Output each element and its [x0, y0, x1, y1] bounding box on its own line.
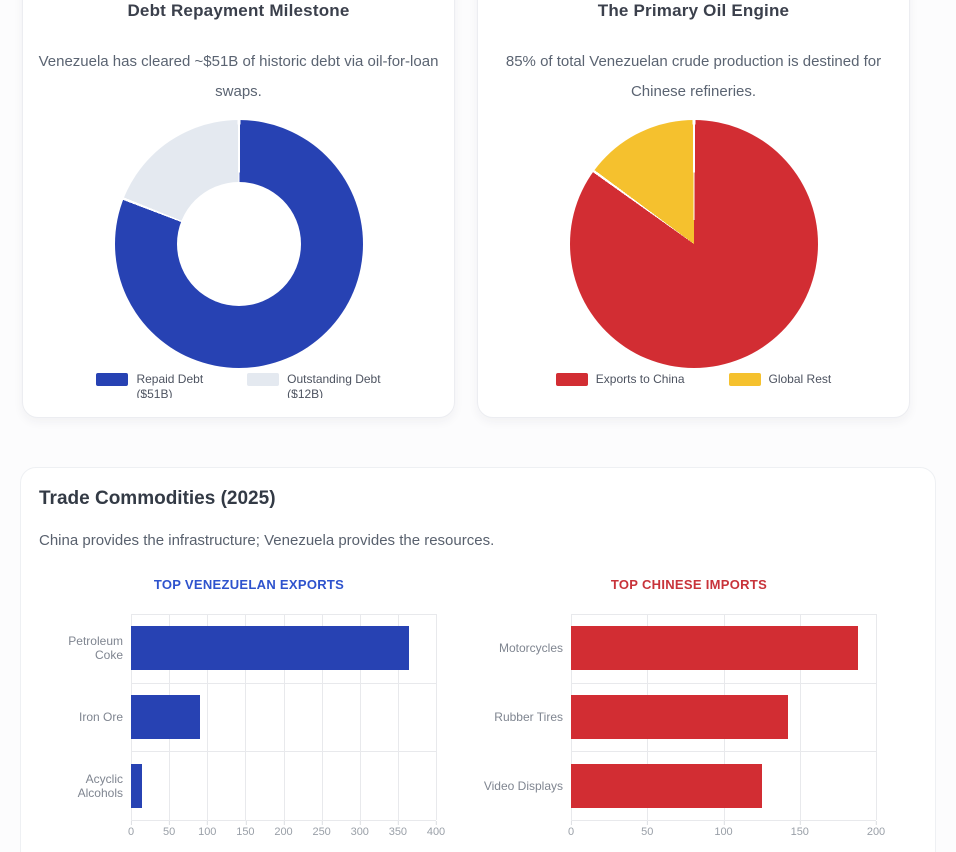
x-tick-label: 200 [866, 821, 886, 838]
gridline-vertical [283, 614, 285, 820]
gridline-vertical [359, 614, 361, 820]
card-subtitle: Venezuela has cleared ~$51B of historic … [38, 53, 439, 100]
venezuelan-exports-heading: TOP VENEZUELAN EXPORTS [153, 577, 345, 592]
bar-category-label: Rubber Tires [494, 710, 563, 724]
legend-label: Exports to China [595, 372, 685, 386]
gridline-horizontal [131, 751, 436, 753]
gridline-horizontal [571, 682, 876, 684]
legend-swatch [247, 373, 280, 386]
debt-donut-chart[interactable] [114, 120, 363, 368]
charts-row: TOP VENEZUELAN EXPORTS Petroleum Coke Iro… [39, 577, 935, 838]
gridline-vertical [207, 614, 209, 820]
legend-label: Outstanding Debt ($12B) [287, 372, 381, 398]
x-tick-label: 0 [567, 821, 575, 838]
bar-rubber-tires[interactable] [571, 695, 788, 739]
bar-x-axis-ticks: 0 50 100 150 200 250 300 350 400 [127, 820, 445, 838]
bar-acyclic-alcohols[interactable] [131, 763, 143, 808]
trade-commodities-card: Trade Commodities (2025) China provides … [20, 467, 936, 852]
section-subtitle: China provides the infrastructure; Venez… [39, 532, 495, 549]
gridline-horizontal [131, 682, 436, 684]
x-tick-label: 150 [236, 821, 255, 838]
gridline-horizontal [131, 614, 436, 615]
bar-petroleum-coke[interactable] [131, 626, 410, 671]
bar-plot-area[interactable] [571, 614, 877, 821]
bar-category-label: Video Displays [483, 778, 563, 793]
legend-swatch [555, 373, 588, 386]
bar-category-labels: Petroleum Coke Iron Ore Acyclic Alcohols [39, 614, 123, 820]
x-tick-label: 100 [714, 821, 733, 838]
chinese-imports-chart[interactable]: Motorcycles Rubber Tires Video Displays 0 50… [479, 614, 899, 838]
bar-x-axis-ticks: 0 50 100 150 200 [567, 820, 885, 838]
legend-item-global-rest[interactable]: Global Rest [728, 372, 832, 398]
bar-iron-ore[interactable] [131, 695, 200, 739]
card-title: Debt Repayment Milestone [127, 1, 350, 20]
x-tick-label: 50 [163, 821, 176, 838]
x-tick-label: 250 [312, 821, 331, 838]
oil-engine-card: The Primary Oil Engine 85% of total Vene… [477, 0, 910, 418]
gridline-horizontal [571, 820, 876, 821]
legend-swatch [728, 373, 761, 386]
legend-label: Global Rest [768, 372, 832, 386]
donut-hole [176, 182, 301, 306]
chinese-imports-heading: TOP CHINESE IMPORTS [610, 577, 768, 592]
legend-label: Repaid Debt ($51B) [136, 372, 204, 398]
legend-item-outstanding-debt[interactable]: Outstanding Debt ($12B) [247, 372, 381, 398]
x-tick-label: 350 [388, 821, 408, 838]
card-title: The Primary Oil Engine [597, 1, 790, 20]
x-tick-label: 400 [426, 821, 446, 838]
legend-item-repaid-debt[interactable]: Repaid Debt ($51B) [96, 372, 203, 398]
gridline-vertical [876, 614, 877, 820]
bar-plot-area[interactable] [131, 614, 437, 821]
venezuelan-exports-block: TOP VENEZUELAN EXPORTS Petroleum Coke Iro… [39, 577, 459, 838]
oil-pie-chart[interactable] [569, 120, 818, 368]
debt-legend: Repaid Debt ($51B) Outstanding Debt ($12… [23, 372, 454, 398]
bar-video-displays[interactable] [571, 763, 762, 808]
gridline-vertical [321, 614, 323, 820]
gridline-horizontal [571, 614, 876, 615]
chinese-imports-block: TOP CHINESE IMPORTS Motorcycles Rubber Ti… [479, 577, 899, 838]
bar-category-labels: Motorcycles Rubber Tires Video Displays [479, 614, 563, 820]
x-tick-label: 150 [790, 821, 809, 838]
gridline-vertical [245, 614, 247, 820]
legend-swatch [96, 373, 129, 386]
x-tick-label: 50 [641, 821, 654, 838]
gridline-horizontal [571, 751, 876, 753]
bar-category-label: Iron Ore [78, 710, 123, 724]
gridline-horizontal [131, 820, 436, 821]
x-tick-label: 0 [127, 821, 135, 838]
x-tick-label: 100 [198, 821, 217, 838]
gridline-vertical [436, 614, 437, 820]
x-tick-label: 200 [274, 821, 293, 838]
card-subtitle: 85% of total Venezuelan crude production… [505, 53, 882, 100]
legend-item-exports-to-china[interactable]: Exports to China [555, 372, 685, 398]
bar-motorcycles[interactable] [571, 626, 858, 671]
venezuelan-exports-chart[interactable]: Petroleum Coke Iron Ore Acyclic Alcohols 0 5… [39, 614, 459, 838]
bar-category-label: Motorcycles [498, 641, 563, 656]
x-tick-label: 300 [350, 821, 369, 838]
section-title: Trade Commodities (2025) [39, 488, 276, 509]
bar-category-label: Petroleum Coke [68, 634, 123, 663]
gridline-vertical [799, 614, 801, 820]
debt-repayment-card: Debt Repayment Milestone Venezuela has c… [22, 0, 455, 418]
bar-category-label: Acyclic Alcohols [77, 771, 123, 800]
gridline-vertical [397, 614, 399, 820]
oil-legend: Exports to China Global Rest [478, 372, 909, 398]
